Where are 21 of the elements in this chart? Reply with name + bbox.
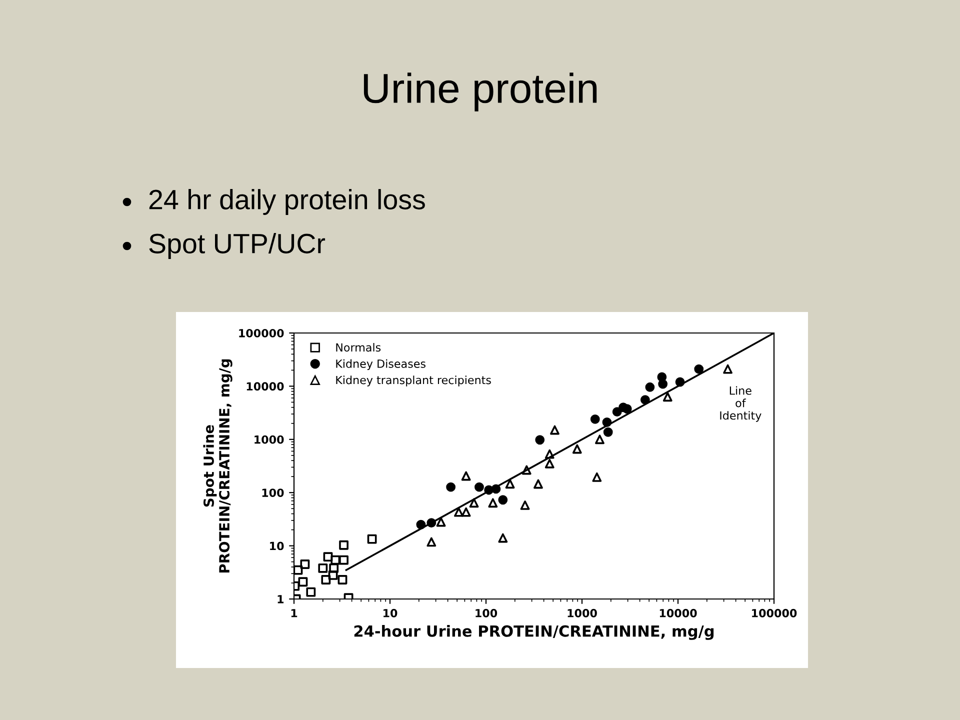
text: 24 hr daily protein loss — [149, 189, 425, 215]
x-tick-label: 100000 — [752, 608, 797, 618]
chart-title: Urine protein — [364, 72, 597, 112]
x-tick-label: 10 — [384, 608, 398, 618]
text: Spot UTP/UCr — [149, 233, 326, 259]
annotation: Line of Identity — [720, 386, 762, 422]
y-tick-label: 100 — [262, 488, 284, 497]
x-tick-label: 100 — [476, 608, 498, 618]
x-tick-label: 1000 — [568, 608, 597, 618]
x-axis-title: 24-hour Urine PROTEIN/CREATININE, mg/g — [354, 625, 714, 640]
y-tick-label: 10 — [270, 542, 284, 550]
y-tick-label: 1000 — [254, 435, 284, 444]
y-tick-label: 1 — [278, 595, 284, 604]
legend-label: Normals — [336, 343, 381, 352]
y-tick-label: 10000 — [246, 382, 284, 391]
x-tick-label: 1 — [291, 609, 298, 618]
y-axis-title: Spot Urine PROTEIN/CREATININE, mg/g — [203, 359, 232, 573]
legend-label: Kidney transplant recipients — [336, 376, 491, 386]
x-tick-label: 10000 — [660, 608, 697, 618]
legend-label: Kidney Diseases — [336, 359, 426, 370]
y-tick-label: 100000 — [239, 328, 284, 338]
